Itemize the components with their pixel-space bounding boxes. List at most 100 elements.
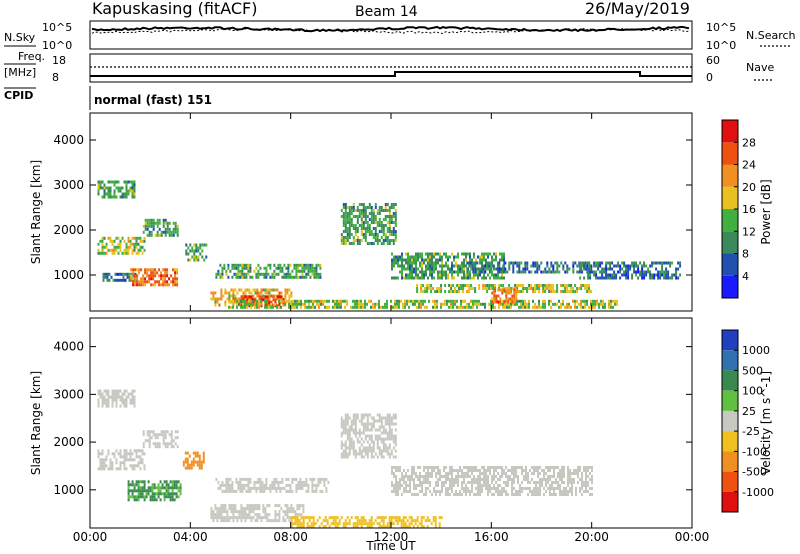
freq-tick-18: 18 <box>52 54 66 67</box>
colorbar-swatch <box>722 390 738 411</box>
y-tick-label: 2000 <box>53 435 84 449</box>
velocity-echo-patch <box>215 477 330 493</box>
velocity-panel: 1000 2000 3000 4000 Slant Range [km] 1000 50… <box>29 317 774 529</box>
colorbar-tick-label: -1000 <box>742 486 774 499</box>
velocity-echo-patch <box>182 451 205 470</box>
colorbar-swatch <box>722 350 738 371</box>
colorbar-swatch <box>722 186 738 210</box>
velocity-colorbar-title: Velocity [m s^-1] <box>759 371 773 475</box>
y-tick-label: 3000 <box>53 387 84 401</box>
power-heatmap <box>97 180 682 309</box>
velocity-echo-patch <box>127 480 182 502</box>
station-title: Kapuskasing (fitACF) <box>92 0 257 18</box>
x-tick-label: 12:00 <box>374 530 409 544</box>
power-echo-patch <box>466 261 593 274</box>
colorbar-swatch <box>722 142 738 165</box>
colorbar-swatch <box>722 253 738 276</box>
freq-unit-label: [MHz] <box>4 66 36 79</box>
colorbar-tick-label: 1000 <box>742 344 770 357</box>
power-echo-patch <box>142 218 179 237</box>
colorbar-swatch <box>722 231 738 254</box>
velocity-y-axis-title: Slant Range [km] <box>29 371 43 475</box>
power-echo-patch <box>185 243 208 262</box>
colorbar-tick-label: 20 <box>742 181 756 194</box>
power-y-axis: 1000 2000 3000 4000 <box>53 133 692 282</box>
noise-tick-bottom-right: 10^0 <box>706 39 736 52</box>
colorbar-tick-label: -25 <box>742 425 760 438</box>
power-echo-patch <box>228 299 618 309</box>
noise-tick-top-right: 10^5 <box>706 21 736 34</box>
freq-tick-8: 8 <box>52 71 59 84</box>
colorbar-swatch <box>722 431 738 452</box>
freq-line <box>90 71 692 77</box>
colorbar-tick-label: 12 <box>742 225 756 238</box>
nave-tick-60: 60 <box>706 54 720 67</box>
colorbar-swatch <box>722 120 738 143</box>
velocity-colorbar: 1000 500 100 25 -25 -100 -500 -1000 <box>721 329 774 513</box>
time-x-axis: 00:00 04:00 08:00 12:00 16:00 20:00 00:00 <box>73 113 710 544</box>
colorbar-tick-label: 24 <box>742 159 756 172</box>
colorbar-tick-label: -500 <box>742 466 767 479</box>
y-tick-label: 1000 <box>53 483 84 497</box>
colorbar-tick-label: 25 <box>742 405 756 418</box>
nsearch-label: N.Search <box>746 29 796 42</box>
noise-tick-top-left: 10^5 <box>42 21 72 34</box>
cpid-panel: CPID normal (fast) 151 <box>4 86 212 110</box>
velocity-echo-patch <box>290 516 443 529</box>
colorbar-tick-label: 28 <box>742 136 756 149</box>
velocity-echo-patch <box>340 413 397 459</box>
date-title: 26/May/2019 <box>585 0 690 18</box>
colorbar-swatch <box>722 370 738 391</box>
power-echo-patch <box>215 263 322 279</box>
velocity-echo-patch <box>97 449 146 471</box>
colorbar-swatch <box>722 471 738 492</box>
x-tick-label: 00:00 <box>675 530 710 544</box>
x-tick-label: 16:00 <box>474 530 509 544</box>
y-tick-label: 1000 <box>53 268 84 282</box>
colorbar-tick-label: 16 <box>742 203 756 216</box>
y-tick-label: 4000 <box>53 133 84 147</box>
colorbar-tick-label: -100 <box>742 445 767 458</box>
power-echo-patch <box>579 261 682 280</box>
freq-panel: Freq. [MHz] 18 8 60 0 Nave <box>4 50 774 84</box>
power-y-axis-title: Slant Range [km] <box>29 160 43 264</box>
nsky-label: N.Sky <box>4 31 36 44</box>
noise-panel: N.Sky 10^5 10^0 10^5 10^0 N.Search <box>4 20 796 52</box>
x-tick-label: 00:00 <box>73 530 108 544</box>
power-echo-patch <box>130 268 179 287</box>
cpid-label: CPID <box>4 89 33 102</box>
velocity-heatmap <box>97 389 593 529</box>
x-tick-label: 08:00 <box>273 530 308 544</box>
velocity-echo-patch <box>391 466 593 496</box>
colorbar-swatch <box>722 491 738 512</box>
x-tick-label: 04:00 <box>173 530 208 544</box>
power-echo-patch <box>340 203 397 245</box>
velocity-echo-patch <box>142 430 179 449</box>
colorbar-tick-label: 8 <box>742 248 749 261</box>
colorbar-swatch <box>722 275 738 299</box>
noise-tick-bottom-left: 10^0 <box>42 39 72 52</box>
colorbar-swatch <box>722 164 738 187</box>
x-axis-title: Time UT <box>365 539 416 553</box>
velocity-y-axis: 1000 2000 3000 4000 <box>53 340 692 497</box>
power-colorbar: 4 8 12 16 20 24 28 <box>721 119 756 299</box>
colorbar-swatch <box>722 330 738 351</box>
colorbar-tick-label: 500 <box>742 364 763 377</box>
freq-label: Freq. <box>18 50 45 63</box>
colorbar-swatch <box>722 209 738 232</box>
beam-title: Beam 14 <box>355 4 418 20</box>
colorbar-tick-label: 100 <box>742 385 763 398</box>
y-tick-label: 2000 <box>53 223 84 237</box>
velocity-echo-patch <box>97 389 136 408</box>
power-echo-patch <box>97 180 136 199</box>
cpid-value: normal (fast) 151 <box>94 93 212 107</box>
y-tick-label: 3000 <box>53 178 84 192</box>
power-colorbar-title: Power [dB] <box>759 179 773 244</box>
power-echo-patch <box>97 236 146 255</box>
y-tick-label: 4000 <box>53 340 84 354</box>
nave-label: Nave <box>746 61 774 74</box>
colorbar-swatch <box>722 451 738 472</box>
x-tick-label: 20:00 <box>574 530 609 544</box>
power-echo-patch <box>391 252 505 280</box>
power-echo-patch <box>491 288 518 304</box>
